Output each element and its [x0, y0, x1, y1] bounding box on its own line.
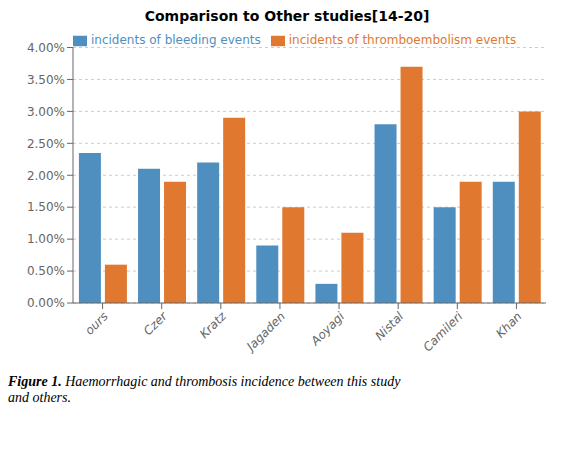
svg-text:ours: ours [82, 309, 110, 337]
svg-text:Khan: Khan [493, 309, 524, 340]
svg-text:Kratz: Kratz [197, 309, 229, 341]
svg-text:3.50%: 3.50% [27, 73, 65, 87]
svg-text:Camileri: Camileri [420, 309, 466, 355]
svg-text:Jagaden: Jagaden [242, 309, 288, 355]
svg-text:1.50%: 1.50% [27, 200, 65, 214]
svg-text:4.00%: 4.00% [27, 41, 65, 55]
html-text:Comparison to Other studies[14: Comparison to Other studies[14-20] [144, 8, 430, 24]
svg-text:Nistal: Nistal [372, 309, 406, 343]
svg-text:Czer: Czer [141, 308, 171, 338]
svg-text:3.00%: 3.00% [27, 105, 65, 119]
svg-text:0.00%: 0.00% [27, 296, 65, 310]
svg-text:1.00%: 1.00% [27, 232, 65, 246]
html-text:incidents of bleeding events: incidents of bleeding events [91, 33, 261, 47]
svg-text:Aoyagi: Aoyagi [308, 309, 348, 349]
svg-text:2.00%: 2.00% [27, 169, 65, 183]
html-text:incidents of thromboembolism e: incidents of thromboembolism events [288, 33, 517, 47]
svg-text:2.50%: 2.50% [27, 137, 65, 151]
svg-text:0.50%: 0.50% [27, 264, 65, 278]
html-text:Figure 1. Haemorrhagic and thr: Figure 1. Haemorrhagic and thrombosis in… [8, 374, 401, 405]
